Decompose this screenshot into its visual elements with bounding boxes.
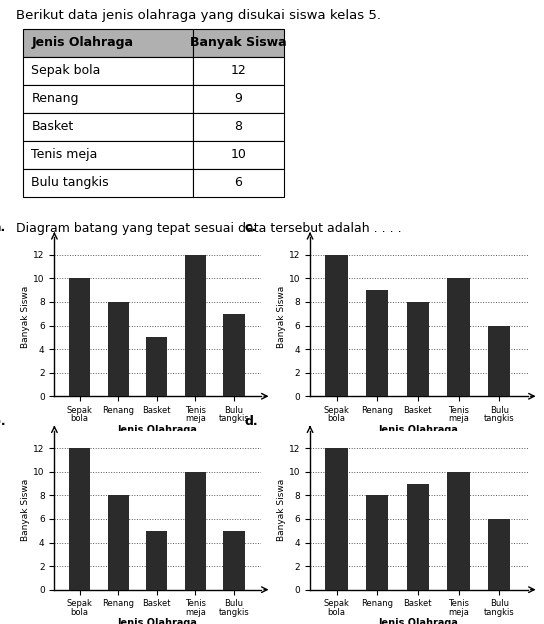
- Bar: [185, 255, 206, 396]
- Text: c.: c.: [245, 221, 257, 234]
- Bar: [224, 531, 245, 590]
- Bar: [146, 338, 168, 396]
- Bar: [488, 326, 510, 396]
- Bar: [108, 495, 129, 590]
- Bar: [366, 495, 388, 590]
- Bar: [325, 255, 348, 396]
- Bar: [488, 519, 510, 590]
- Bar: [185, 472, 206, 590]
- X-axis label: Jenis Olahraga: Jenis Olahraga: [379, 618, 459, 624]
- Bar: [447, 278, 469, 396]
- Bar: [69, 448, 90, 590]
- Bar: [366, 290, 388, 396]
- Bar: [407, 484, 429, 590]
- Bar: [146, 531, 168, 590]
- Text: d.: d.: [245, 414, 258, 427]
- Y-axis label: Banyak Siswa: Banyak Siswa: [277, 286, 286, 348]
- Bar: [108, 302, 129, 396]
- X-axis label: Jenis Olahraga: Jenis Olahraga: [379, 425, 459, 435]
- Text: Berikut data jenis olahraga yang disukai siswa kelas 5.: Berikut data jenis olahraga yang disukai…: [16, 9, 381, 22]
- Bar: [224, 314, 245, 396]
- Text: Diagram batang yang tepat sesuai data tersebut adalah . . . .: Diagram batang yang tepat sesuai data te…: [16, 222, 402, 235]
- Text: a.: a.: [0, 221, 5, 234]
- X-axis label: Jenis Olahraga: Jenis Olahraga: [118, 618, 197, 624]
- Text: b.: b.: [0, 414, 6, 427]
- Bar: [407, 302, 429, 396]
- Y-axis label: Banyak Siswa: Banyak Siswa: [21, 479, 30, 541]
- Bar: [69, 278, 90, 396]
- Y-axis label: Banyak Siswa: Banyak Siswa: [21, 286, 30, 348]
- Bar: [447, 472, 469, 590]
- X-axis label: Jenis Olahraga: Jenis Olahraga: [118, 425, 197, 435]
- Y-axis label: Banyak Siswa: Banyak Siswa: [277, 479, 286, 541]
- Bar: [325, 448, 348, 590]
